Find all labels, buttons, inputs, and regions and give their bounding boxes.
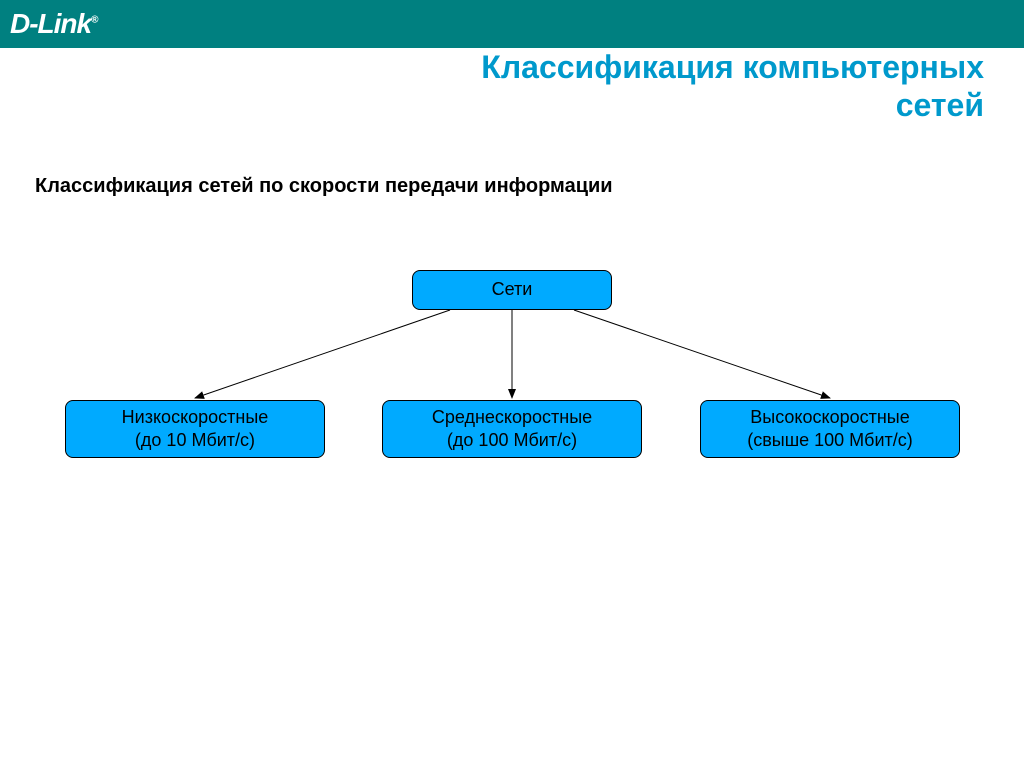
child-1-line-1: Низкоскоростные — [122, 406, 269, 429]
child-2-line-2: (до 100 Мбит/с) — [447, 429, 577, 452]
title-line-2: сетей — [481, 86, 984, 124]
root-label: Сети — [492, 278, 533, 301]
child-2-line-1: Среднескоростные — [432, 406, 592, 429]
brand-logo: D-Link® — [10, 8, 97, 40]
subtitle: Классификация сетей по скорости передачи… — [35, 175, 613, 198]
title-line-1: Классификация компьютерных — [481, 48, 984, 86]
brand-text: D-Link — [10, 8, 91, 39]
child-1-line-2: (до 10 Мбит/с) — [135, 429, 255, 452]
child-3-line-1: Высокоскоростные — [750, 406, 910, 429]
root-node: Сети — [412, 270, 612, 310]
child-node-high-speed: Высокоскоростные (свыше 100 Мбит/с) — [700, 400, 960, 458]
edge-1 — [195, 310, 450, 398]
edge-3 — [574, 310, 830, 398]
child-node-low-speed: Низкоскоростные (до 10 Мбит/с) — [65, 400, 325, 458]
child-node-medium-speed: Среднескоростные (до 100 Мбит/с) — [382, 400, 642, 458]
header-bar: D-Link® — [0, 0, 1024, 48]
page-title: Классификация компьютерных сетей — [481, 48, 984, 125]
registered-mark: ® — [91, 15, 97, 26]
tree-diagram: Сети Низкоскоростные (до 10 Мбит/с) Сред… — [0, 270, 1024, 490]
child-3-line-2: (свыше 100 Мбит/с) — [747, 429, 913, 452]
